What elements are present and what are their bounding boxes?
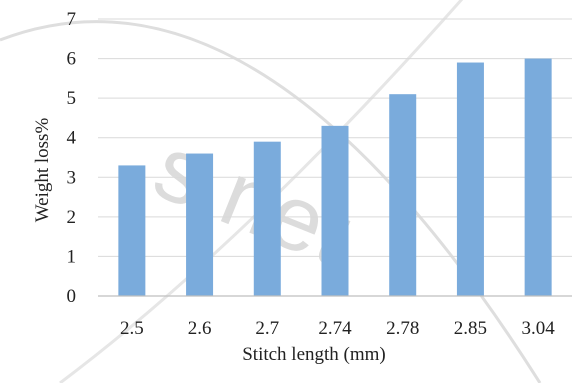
bar-2.78 (389, 94, 417, 296)
bar-2.85 (456, 62, 484, 297)
y-tick-label: 3 (67, 167, 77, 188)
x-tick-label: 3.04 (522, 318, 556, 339)
bar-2.5 (118, 165, 146, 296)
y-axis-title: Weight loss% (32, 118, 53, 223)
x-tick-label: 2.6 (188, 318, 212, 339)
bar-2.7 (253, 141, 281, 296)
y-tick-label: 4 (67, 128, 77, 149)
y-tick-label: 0 (67, 286, 77, 307)
x-tick-labels: 2.5 2.6 2.7 2.74 2.78 2.85 3.04 (120, 318, 555, 339)
bar-3.04 (524, 58, 552, 297)
x-tick-label: 2.74 (318, 318, 352, 339)
y-tick-label: 5 (67, 88, 77, 109)
y-tick-label: 7 (67, 9, 77, 30)
y-tick-label: 6 (67, 49, 77, 70)
x-tick-label: 2.78 (386, 318, 419, 339)
x-axis-title: Stitch length (mm) (242, 344, 386, 365)
bars (118, 58, 552, 297)
y-tick-label: 1 (67, 246, 77, 267)
y-tick-labels: 0 1 2 3 4 5 6 7 (67, 9, 77, 307)
x-tick-label: 2.85 (454, 318, 487, 339)
bar-2.74 (321, 125, 349, 296)
x-tick-label: 2.7 (255, 318, 279, 339)
bar-2.6 (186, 153, 214, 296)
y-tick-label: 2 (67, 207, 77, 228)
x-tick-label: 2.5 (120, 318, 144, 339)
